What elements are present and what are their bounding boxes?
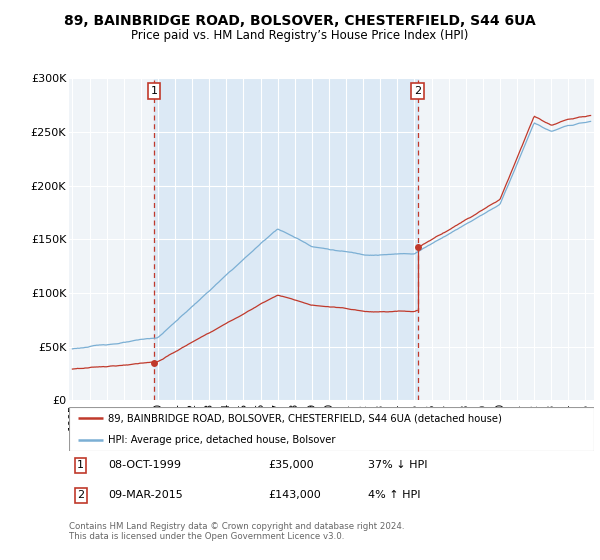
Text: Price paid vs. HM Land Registry’s House Price Index (HPI): Price paid vs. HM Land Registry’s House … bbox=[131, 29, 469, 42]
FancyBboxPatch shape bbox=[69, 407, 594, 451]
Text: 1: 1 bbox=[77, 460, 84, 470]
Text: Contains HM Land Registry data © Crown copyright and database right 2024.
This d: Contains HM Land Registry data © Crown c… bbox=[69, 522, 404, 542]
Text: £35,000: £35,000 bbox=[269, 460, 314, 470]
Text: 4% ↑ HPI: 4% ↑ HPI bbox=[368, 490, 421, 500]
Text: HPI: Average price, detached house, Bolsover: HPI: Average price, detached house, Bols… bbox=[109, 435, 336, 445]
Text: 08-OCT-1999: 08-OCT-1999 bbox=[109, 460, 181, 470]
Text: 89, BAINBRIDGE ROAD, BOLSOVER, CHESTERFIELD, S44 6UA: 89, BAINBRIDGE ROAD, BOLSOVER, CHESTERFI… bbox=[64, 14, 536, 28]
Text: 09-MAR-2015: 09-MAR-2015 bbox=[109, 490, 183, 500]
Text: 2: 2 bbox=[414, 86, 421, 96]
Text: 1: 1 bbox=[151, 86, 158, 96]
Bar bbox=[154, 78, 418, 400]
Text: 2: 2 bbox=[77, 490, 84, 500]
Text: 89, BAINBRIDGE ROAD, BOLSOVER, CHESTERFIELD, S44 6UA (detached house): 89, BAINBRIDGE ROAD, BOLSOVER, CHESTERFI… bbox=[109, 413, 502, 423]
Text: 37% ↓ HPI: 37% ↓ HPI bbox=[368, 460, 428, 470]
Text: £143,000: £143,000 bbox=[269, 490, 321, 500]
